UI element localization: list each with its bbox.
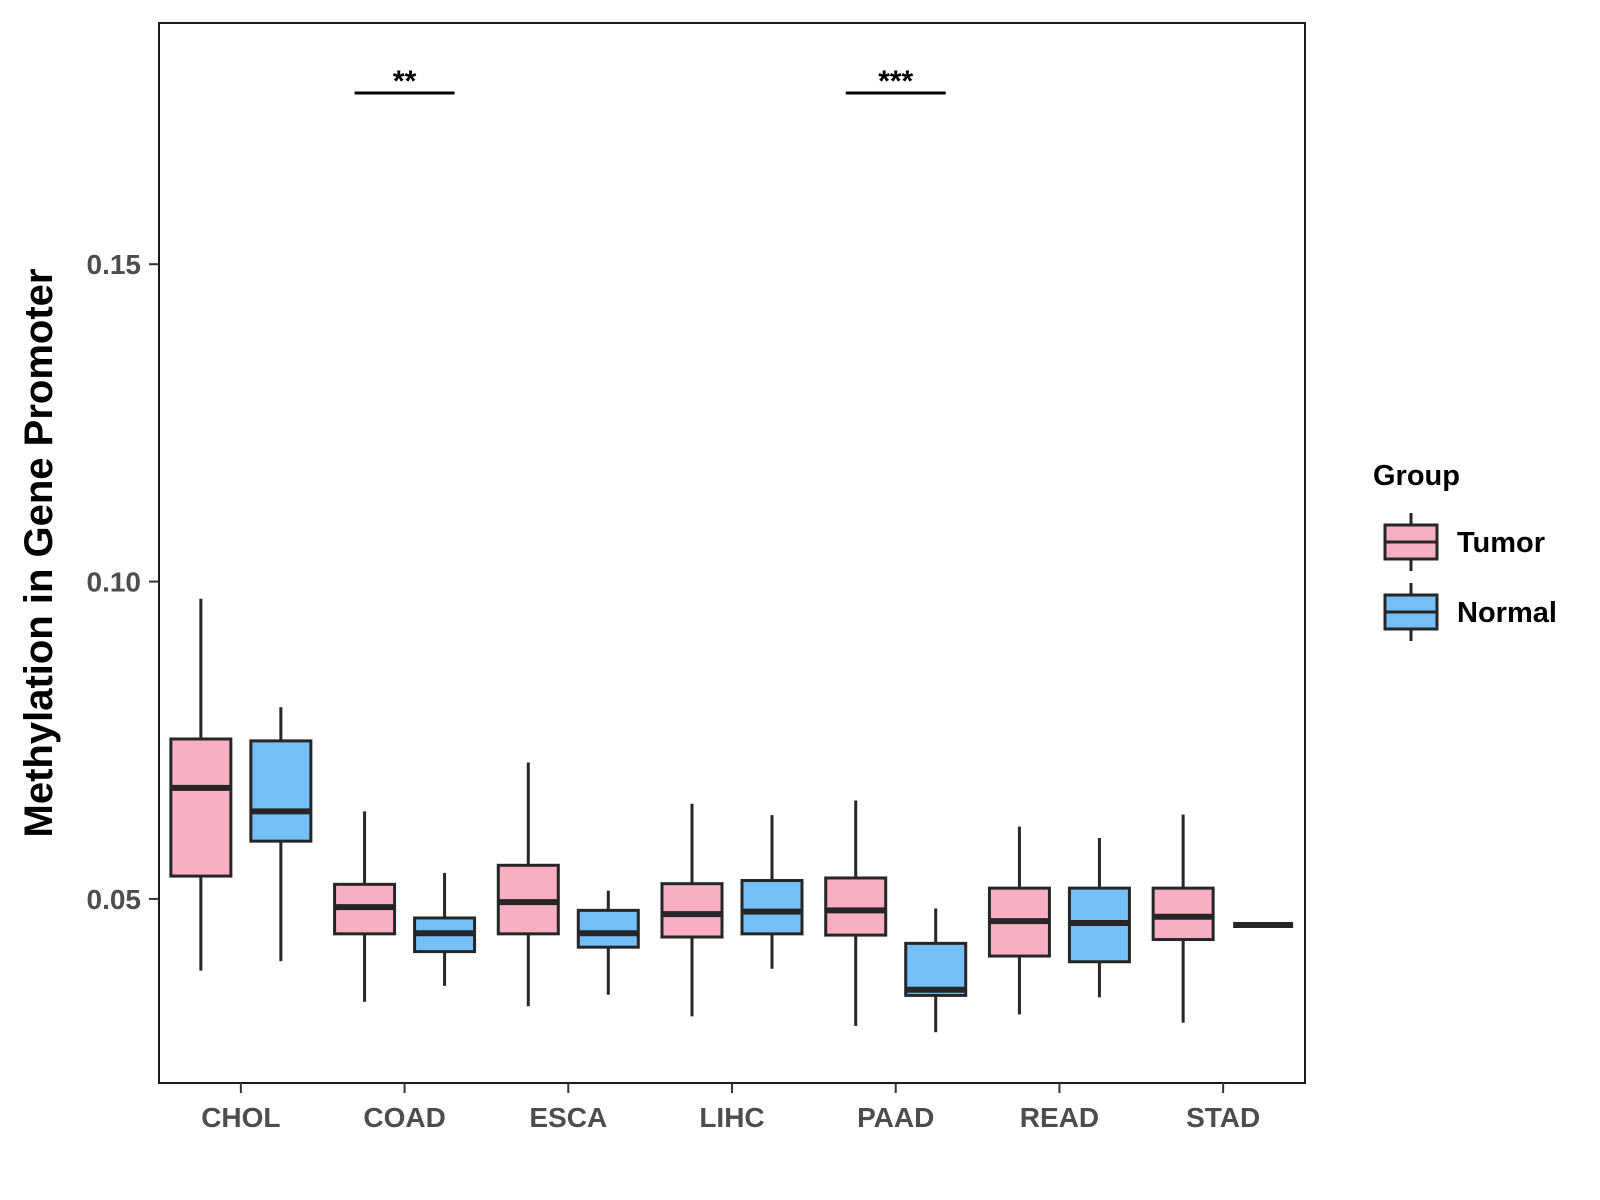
- box-iqr: [249, 739, 313, 843]
- plot-panel: [158, 22, 1306, 1084]
- y-tick-label: 0.05: [87, 884, 142, 915]
- box-tumor-esca: [496, 762, 560, 1007]
- legend-label-normal: Normal: [1457, 597, 1557, 629]
- legend-key-normal: [1383, 583, 1439, 641]
- box-normal-read: [1067, 837, 1131, 998]
- box-iqr: [740, 879, 804, 936]
- x-tick-label-lihc: LIHC: [699, 1102, 764, 1133]
- box-group: [169, 598, 1294, 1033]
- legend: Group Tumor Normal: [1373, 460, 1557, 641]
- box-normal-paad: [904, 908, 968, 1033]
- box-tumor-chol: [169, 598, 233, 971]
- x-axis: CHOL COAD ESCA LIHC PAAD READ STAD: [201, 1083, 1260, 1133]
- legend-key-tumor: [1383, 513, 1439, 571]
- x-tick-label-chol: CHOL: [201, 1102, 280, 1133]
- box-iqr: [660, 882, 724, 939]
- legend-title: Group: [1373, 460, 1460, 492]
- significance-label-paad: ***: [878, 65, 913, 98]
- significance-annotations: ** ***: [354, 65, 946, 98]
- box-normal-lihc: [740, 815, 804, 969]
- y-axis-title: Methylation in Gene Promoter: [17, 269, 61, 838]
- box-normal-esca: [576, 890, 640, 995]
- y-tick-label: 0.10: [87, 567, 142, 598]
- y-tick-label: 0.15: [87, 249, 142, 280]
- box-iqr: [576, 908, 640, 949]
- x-tick-label-read: READ: [1020, 1102, 1099, 1133]
- box-tumor-paad: [824, 800, 888, 1026]
- box-tumor-read: [987, 826, 1051, 1015]
- box-iqr: [169, 737, 233, 878]
- x-tick-label-paad: PAAD: [857, 1102, 934, 1133]
- box-iqr: [824, 876, 888, 937]
- box-tumor-lihc: [660, 803, 724, 1017]
- y-axis: 0.05 0.10 0.15: [87, 249, 159, 915]
- x-tick-label-stad: STAD: [1186, 1102, 1260, 1133]
- box-tumor-stad: [1151, 814, 1215, 1023]
- box-normal-chol: [249, 707, 313, 962]
- x-tick-label-esca: ESCA: [529, 1102, 607, 1133]
- x-tick-label-coad: COAD: [363, 1102, 445, 1133]
- box-tumor-coad: [333, 811, 397, 1002]
- box-normal-coad: [413, 872, 477, 986]
- legend-label-tumor: Tumor: [1457, 527, 1545, 559]
- significance-label-coad: **: [393, 65, 417, 98]
